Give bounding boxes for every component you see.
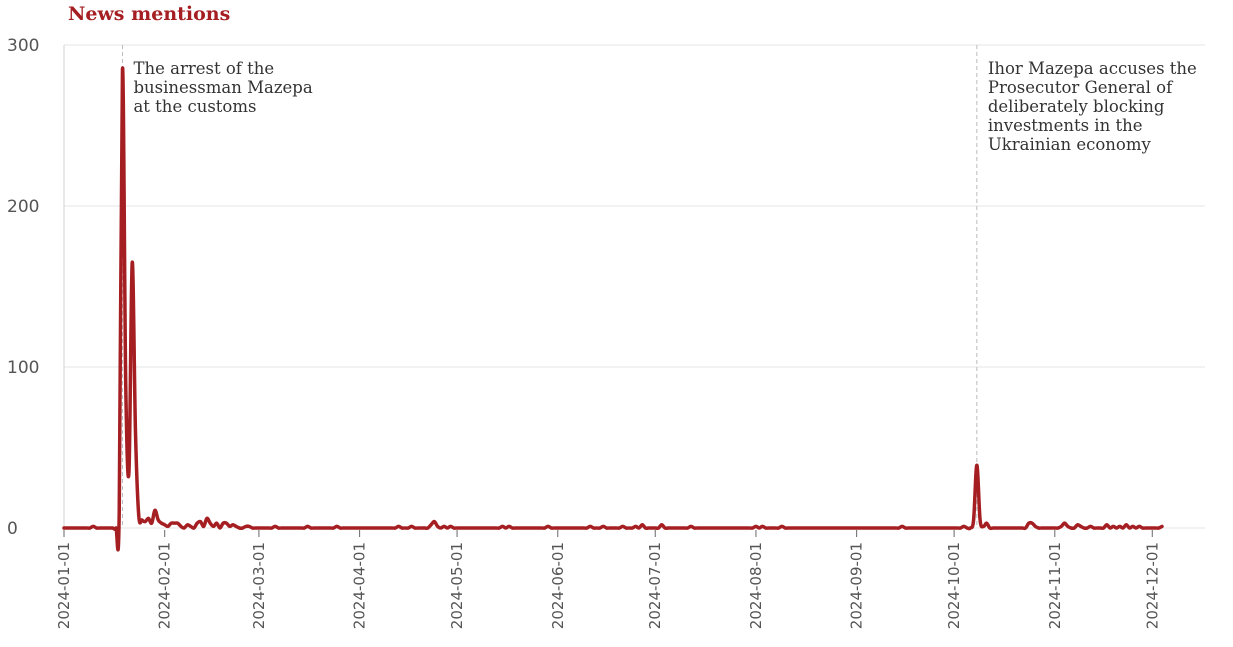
x-tick-label: 2024-12-01 [1143, 542, 1161, 629]
annotation-text: The arrest of the businessman Mazepa at th… [133, 59, 312, 116]
x-tick-label: 2024-08-01 [747, 542, 765, 629]
x-tick-label: 2024-10-01 [945, 542, 963, 629]
x-tick-label: 2024-07-01 [646, 542, 664, 629]
y-tick-label: 0 [7, 519, 18, 539]
x-tick-label: 2024-04-01 [351, 542, 369, 629]
x-tick-label: 2024-06-01 [549, 542, 567, 629]
annotation-line: businessman Mazepa [133, 78, 312, 97]
annotation-text: Ihor Mazepa accuses the Prosecutor Genera… [988, 59, 1197, 154]
annotation-line: The arrest of the [133, 59, 274, 78]
annotation-line: investments in the [988, 116, 1143, 135]
x-tick-label: 2024-11-01 [1046, 542, 1064, 629]
y-tick-label: 200 [7, 197, 39, 217]
x-tick-label: 2024-02-01 [156, 542, 174, 629]
annotation-layer: The arrest of the businessman Mazepa at th… [122, 45, 1196, 528]
x-tick-label: 2024-05-01 [448, 542, 466, 629]
x-tick-label: 2024-03-01 [250, 542, 268, 629]
y-tick-label: 300 [7, 36, 39, 56]
annotation-line: Ukrainian economy [988, 135, 1152, 154]
y-tick-label: 100 [7, 358, 39, 378]
annotation-line: Ihor Mazepa accuses the [988, 59, 1197, 78]
x-tick-label: 2024-01-01 [55, 542, 73, 629]
x-tick-label: 2024-09-01 [848, 542, 866, 629]
annotation-line: at the customs [133, 97, 256, 116]
annotation-line: deliberately blocking [988, 97, 1165, 116]
annotation-line: Prosecutor General of [988, 78, 1174, 97]
